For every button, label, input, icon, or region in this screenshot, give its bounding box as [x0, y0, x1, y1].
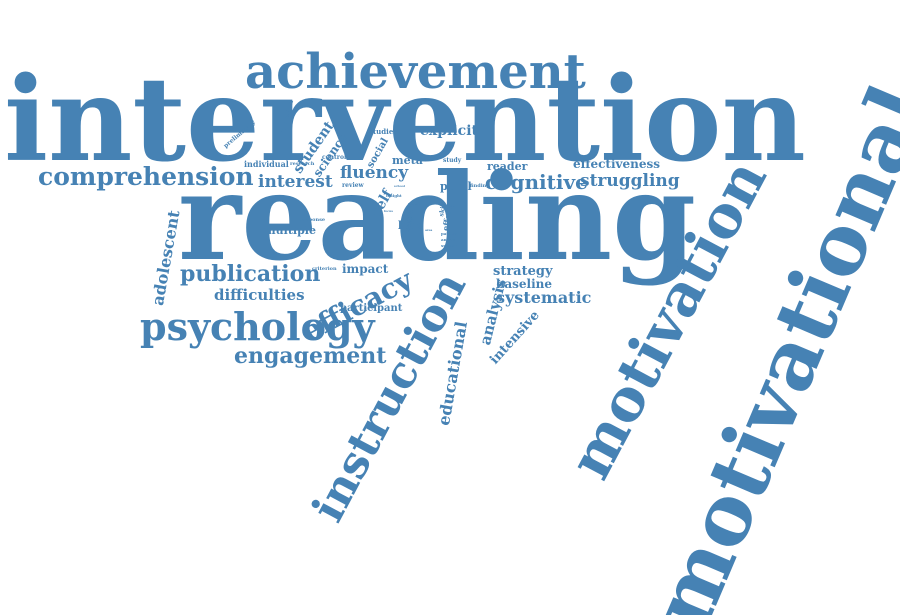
word-literacy: literacy	[408, 202, 421, 206]
word-participant: participant	[340, 303, 403, 314]
word-research: research	[290, 161, 315, 167]
word-psychology: psychology	[140, 304, 375, 349]
word-focus: focus	[384, 209, 393, 213]
word-pattern: pattern	[441, 231, 458, 236]
word-fluency: fluency	[340, 163, 409, 183]
word-achievement: achievement	[245, 44, 586, 100]
word-engagement: engagement	[234, 343, 387, 369]
word-bias: bias	[398, 219, 424, 232]
word-meta: meta	[392, 154, 423, 167]
word-struggling: struggling	[580, 171, 680, 191]
word-area: area	[425, 228, 433, 232]
word-intervention: intervention	[4, 52, 806, 188]
word-explicit: explicit	[420, 123, 478, 139]
word-publication: publication	[180, 261, 321, 287]
word-systematic: systematic	[496, 288, 592, 307]
word-pupil: pupil	[440, 180, 472, 193]
word-finding: finding	[470, 183, 490, 189]
word-baseline: baseline	[496, 277, 553, 291]
word-studies: studies	[369, 127, 398, 136]
word-individual: individual	[244, 159, 289, 169]
word-reader: reader	[487, 160, 528, 173]
word-criterion: criterion	[312, 266, 337, 272]
word-control: control	[322, 154, 347, 161]
word-school: school	[394, 184, 405, 188]
word-size: size	[449, 204, 456, 208]
word-review: review	[342, 182, 364, 189]
word-support: support	[441, 243, 459, 248]
word-analyse: analyse	[441, 237, 458, 242]
word-effectiveness: effectiveness	[573, 157, 661, 171]
word-impact: impact	[342, 262, 389, 276]
word-insight: insight	[386, 193, 402, 198]
word-response: response	[300, 217, 326, 223]
word-strategy: strategy	[493, 264, 553, 279]
word-comprehension: comprehension	[38, 162, 254, 191]
word-interest: interest	[258, 172, 333, 192]
word-multiple: multiple	[264, 224, 316, 237]
word-difficulties: difficulties	[214, 286, 305, 304]
word-reading: reading	[178, 147, 696, 288]
word-cognitive: cognitive	[485, 170, 588, 194]
word-study: study	[443, 157, 462, 164]
